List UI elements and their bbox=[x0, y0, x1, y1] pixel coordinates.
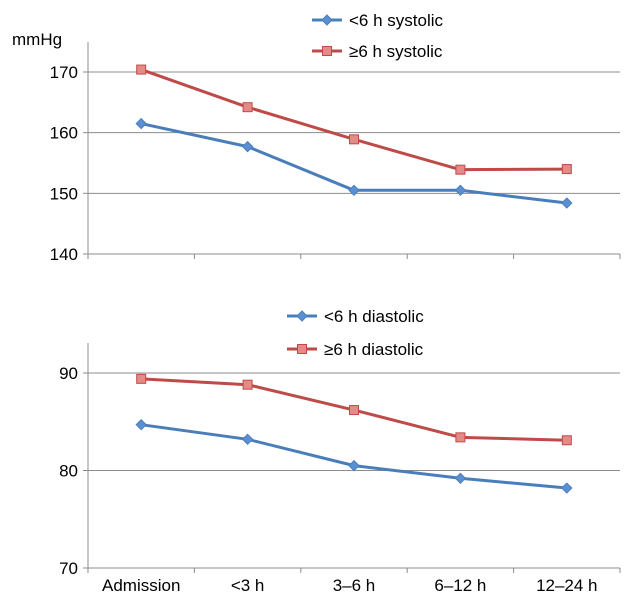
data-point bbox=[349, 405, 359, 416]
data-point bbox=[136, 373, 147, 384]
legend-swatch-marker bbox=[322, 46, 332, 56]
series-line bbox=[140, 423, 567, 490]
y-tick-label: 90 bbox=[59, 364, 78, 383]
legend-label: <6 h diastolic bbox=[324, 307, 424, 326]
data-point bbox=[242, 379, 253, 390]
data-point bbox=[561, 197, 573, 209]
systolic-chart: 140 150 160 170 mmHg <6 h systolic ≥6 h systol… bbox=[12, 11, 621, 264]
legend-swatch-marker bbox=[296, 310, 308, 322]
y-tick-label: 80 bbox=[59, 462, 78, 481]
x-tick-label: 3–6 h bbox=[333, 576, 376, 595]
y-tick-label: 150 bbox=[50, 184, 78, 203]
diastolic-chart: 70 80 90 Admission <3 h 3–6 h 6–12 h 12–24 h <6 … bbox=[59, 307, 621, 595]
x-tick-label: <3 h bbox=[231, 576, 265, 595]
data-point bbox=[455, 164, 466, 175]
y-axis-label: mmHg bbox=[12, 30, 62, 49]
data-point bbox=[561, 482, 573, 494]
data-point bbox=[454, 472, 467, 485]
data-point bbox=[348, 459, 360, 472]
y-tick-label: 70 bbox=[59, 559, 78, 578]
y-tick-label: 140 bbox=[50, 245, 78, 264]
legend-swatch-marker bbox=[321, 14, 333, 26]
legend-label: <6 h systolic bbox=[349, 11, 444, 30]
data-point bbox=[348, 184, 360, 197]
data-point bbox=[241, 433, 254, 446]
data-point bbox=[454, 184, 467, 197]
legend-swatch-marker bbox=[297, 344, 307, 354]
data-point bbox=[242, 102, 253, 113]
data-point bbox=[135, 418, 147, 431]
data-point bbox=[241, 140, 254, 153]
legend-label: ≥6 h systolic bbox=[349, 42, 443, 61]
data-point bbox=[136, 64, 147, 75]
x-tick-label: 6–12 h bbox=[434, 576, 486, 595]
data-point bbox=[349, 134, 359, 145]
x-tick-label: Admission bbox=[102, 576, 180, 595]
data-point bbox=[135, 117, 147, 130]
y-tick-label: 160 bbox=[50, 124, 78, 143]
data-point bbox=[561, 164, 572, 175]
y-tick-label: 170 bbox=[50, 63, 78, 82]
data-point bbox=[455, 432, 466, 443]
data-point bbox=[561, 435, 572, 446]
series-line bbox=[140, 68, 567, 172]
legend-label: ≥6 h diastolic bbox=[324, 340, 424, 359]
x-tick-label: 12–24 h bbox=[536, 576, 597, 595]
